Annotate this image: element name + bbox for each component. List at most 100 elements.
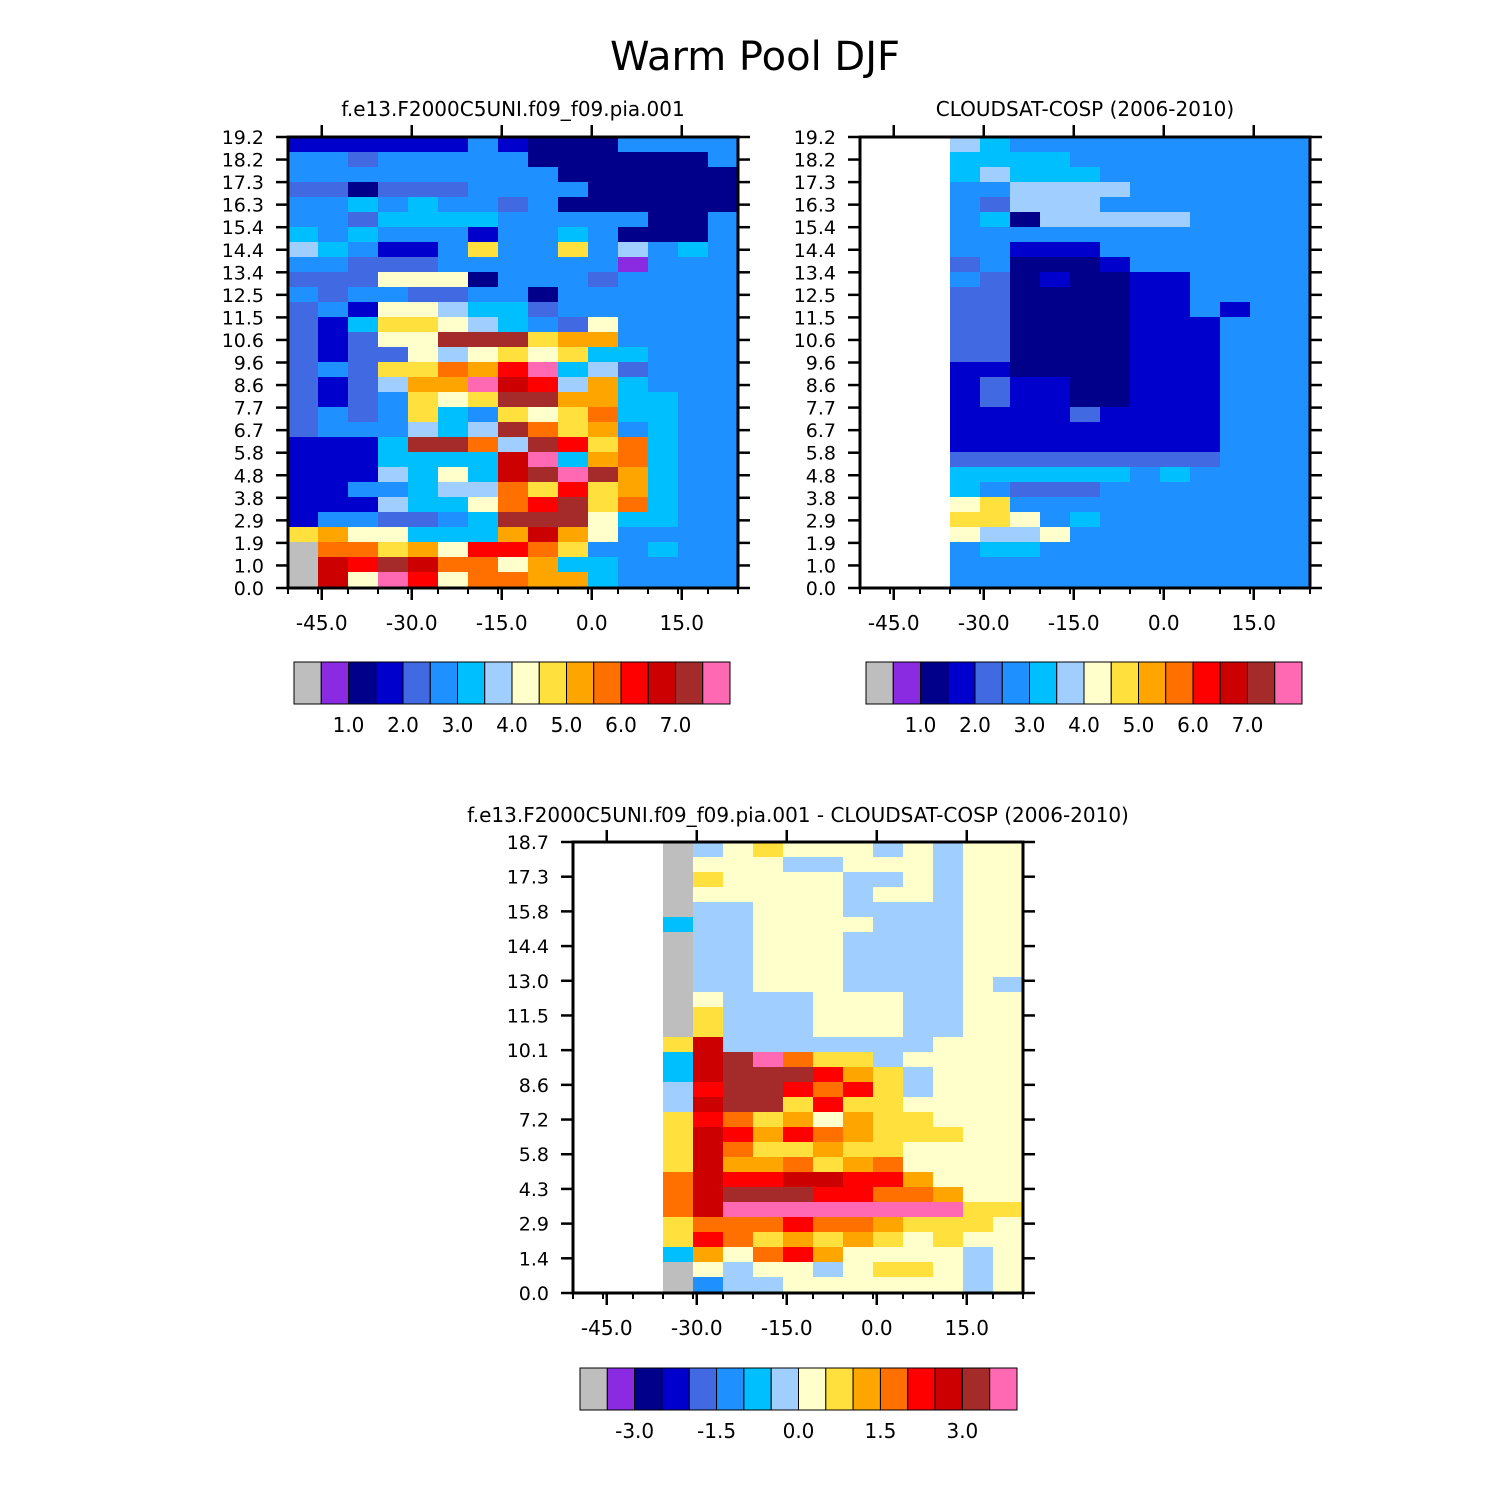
heatmap-cell xyxy=(933,1037,964,1053)
heatmap-cell xyxy=(693,1202,724,1218)
heatmap-cell xyxy=(1220,407,1251,423)
y-tick-label: 6.7 xyxy=(234,420,264,442)
heatmap-cell xyxy=(528,407,559,423)
heatmap-cell xyxy=(588,347,619,363)
heatmap-cell xyxy=(663,1022,694,1038)
heatmap-cell xyxy=(348,197,379,213)
heatmap-cell xyxy=(1160,212,1191,228)
heatmap-cell xyxy=(408,497,439,513)
heatmap-cell xyxy=(933,857,964,873)
heatmap-cell xyxy=(1100,467,1131,483)
heatmap-cell xyxy=(438,377,469,393)
heatmap-cell xyxy=(993,1202,1024,1218)
heatmap-cell xyxy=(348,137,379,153)
heatmap-cell xyxy=(1160,407,1191,423)
heatmap-cell xyxy=(558,407,589,423)
heatmap-cell xyxy=(1070,152,1101,168)
heatmap-cell xyxy=(1130,542,1161,558)
heatmap-cell xyxy=(663,1232,694,1248)
heatmap-cell xyxy=(348,257,379,273)
heatmap-cell xyxy=(648,212,679,228)
y-tick-label: 11.5 xyxy=(794,307,836,329)
heatmap-cell xyxy=(903,1247,934,1263)
heatmap-cell xyxy=(1100,182,1131,198)
heatmap-cell xyxy=(438,137,469,153)
heatmap-cell xyxy=(498,197,529,213)
heatmap-cell xyxy=(903,917,934,933)
heatmap-cell xyxy=(618,437,649,453)
heatmap-cell xyxy=(1220,542,1251,558)
colorbar-label: 7.0 xyxy=(1232,713,1264,737)
heatmap-cell xyxy=(1220,482,1251,498)
y-tick-label: 18.7 xyxy=(507,832,549,854)
heatmap-cell xyxy=(618,182,649,198)
heatmap-cell xyxy=(378,242,409,258)
heatmap-cell xyxy=(963,1262,994,1278)
heatmap-cell xyxy=(993,1007,1024,1023)
y-tick-label: 16.3 xyxy=(794,195,836,217)
heatmap-cell xyxy=(1280,452,1311,468)
heatmap-cell xyxy=(950,137,981,153)
y-tick-label: 19.2 xyxy=(794,127,836,149)
heatmap-cell xyxy=(648,227,679,243)
colorbar-swatch xyxy=(879,1367,909,1411)
heatmap-cell xyxy=(588,272,619,288)
heatmap-cell xyxy=(1280,557,1311,573)
heatmap-cell xyxy=(1040,362,1071,378)
heatmap-cell xyxy=(1100,332,1131,348)
heatmap-cell xyxy=(903,947,934,963)
heatmap-cell xyxy=(618,302,649,318)
heatmap-cell xyxy=(1070,542,1101,558)
colorbar-label: 3.0 xyxy=(946,1419,978,1443)
heatmap-cell xyxy=(348,362,379,378)
heatmap-cell xyxy=(498,377,529,393)
heatmap-cell xyxy=(980,167,1011,183)
heatmap-cell xyxy=(378,467,409,483)
heatmap-cell xyxy=(993,1157,1024,1173)
colorbar-swatch xyxy=(1247,661,1276,705)
heatmap-cell xyxy=(723,887,754,903)
heatmap-cell xyxy=(1040,197,1071,213)
heatmap-cell xyxy=(1130,197,1161,213)
heatmap-cell xyxy=(723,1007,754,1023)
heatmap-cell xyxy=(753,872,784,888)
heatmap-cell xyxy=(813,1172,844,1188)
heatmap-cell xyxy=(468,242,499,258)
heatmap-cell xyxy=(408,482,439,498)
heatmap-cell xyxy=(648,392,679,408)
heatmap-cell xyxy=(378,212,409,228)
heatmap-cell xyxy=(663,1172,694,1188)
heatmap-cell xyxy=(558,512,589,528)
heatmap-cell xyxy=(1190,407,1221,423)
heatmap-cell xyxy=(1040,557,1071,573)
heatmap-cell xyxy=(588,137,619,153)
heatmap-cell xyxy=(1070,302,1101,318)
heatmap-cell xyxy=(1130,227,1161,243)
heatmap-cell xyxy=(723,947,754,963)
heatmap-cell xyxy=(993,857,1024,873)
heatmap-cell xyxy=(1100,512,1131,528)
heatmap-cell xyxy=(1010,242,1041,258)
heatmap-cell xyxy=(1100,542,1131,558)
y-tick-label: 18.2 xyxy=(222,150,264,172)
heatmap-cell xyxy=(693,992,724,1008)
heatmap-cell xyxy=(903,887,934,903)
heatmap-cell xyxy=(1220,467,1251,483)
heatmap-cell xyxy=(873,1052,904,1068)
heatmap-cell xyxy=(708,152,739,168)
heatmap-cell xyxy=(588,257,619,273)
colorbar-label: 6.0 xyxy=(605,713,637,737)
heatmap-cell xyxy=(468,212,499,228)
heatmap-cell xyxy=(753,917,784,933)
heatmap-cell xyxy=(980,527,1011,543)
heatmap-cell xyxy=(1070,452,1101,468)
heatmap-cell xyxy=(678,557,709,573)
heatmap-cell xyxy=(468,362,499,378)
heatmap-cell xyxy=(1160,167,1191,183)
heatmap-cell xyxy=(1100,497,1131,513)
y-tick-label: 8.6 xyxy=(234,375,264,397)
heatmap-cell xyxy=(708,482,739,498)
heatmap-cell xyxy=(1130,347,1161,363)
heatmap-cell xyxy=(468,482,499,498)
y-tick-label: 10.1 xyxy=(507,1040,549,1062)
